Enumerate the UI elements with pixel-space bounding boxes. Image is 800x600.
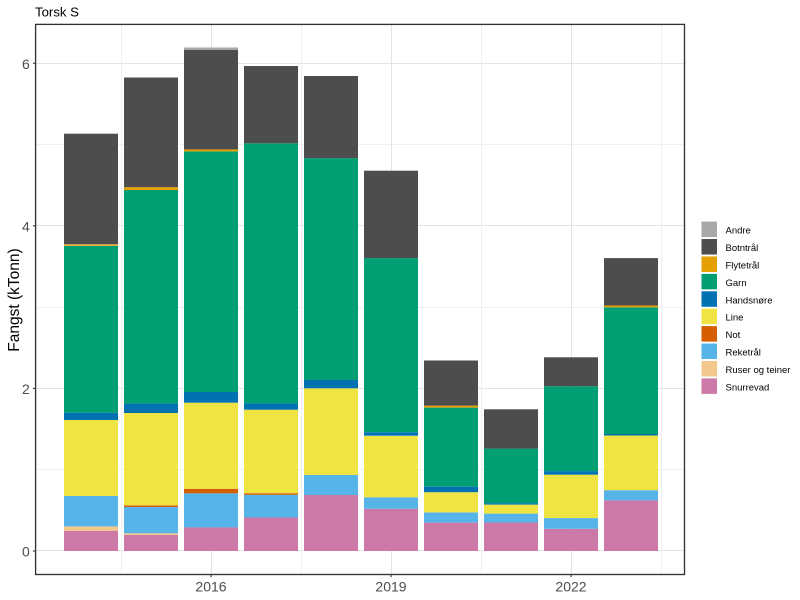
svg-text:Reketrål: Reketrål (726, 348, 761, 359)
svg-text:2019: 2019 (375, 579, 406, 595)
svg-text:0: 0 (22, 544, 30, 560)
svg-text:Garn: Garn (726, 278, 747, 289)
svg-text:6: 6 (22, 56, 30, 72)
svg-text:Snurrevad: Snurrevad (726, 382, 770, 393)
svg-text:Not: Not (726, 330, 741, 341)
svg-text:Flytetrål: Flytetrål (726, 260, 760, 271)
svg-text:Torsk S: Torsk S (35, 5, 79, 20)
svg-text:Ruser og teiner: Ruser og teiner (726, 365, 791, 376)
svg-text:4: 4 (22, 218, 30, 234)
svg-text:2022: 2022 (555, 579, 586, 595)
svg-text:2016: 2016 (195, 579, 226, 595)
svg-text:Handsnøre: Handsnøre (726, 295, 773, 306)
svg-text:Line: Line (726, 313, 744, 324)
svg-text:Fangst (kTonn): Fangst (kTonn) (6, 248, 23, 351)
svg-text:Botntrål: Botntrål (726, 243, 759, 254)
svg-text:2: 2 (22, 381, 30, 397)
svg-text:Andre: Andre (726, 226, 751, 237)
